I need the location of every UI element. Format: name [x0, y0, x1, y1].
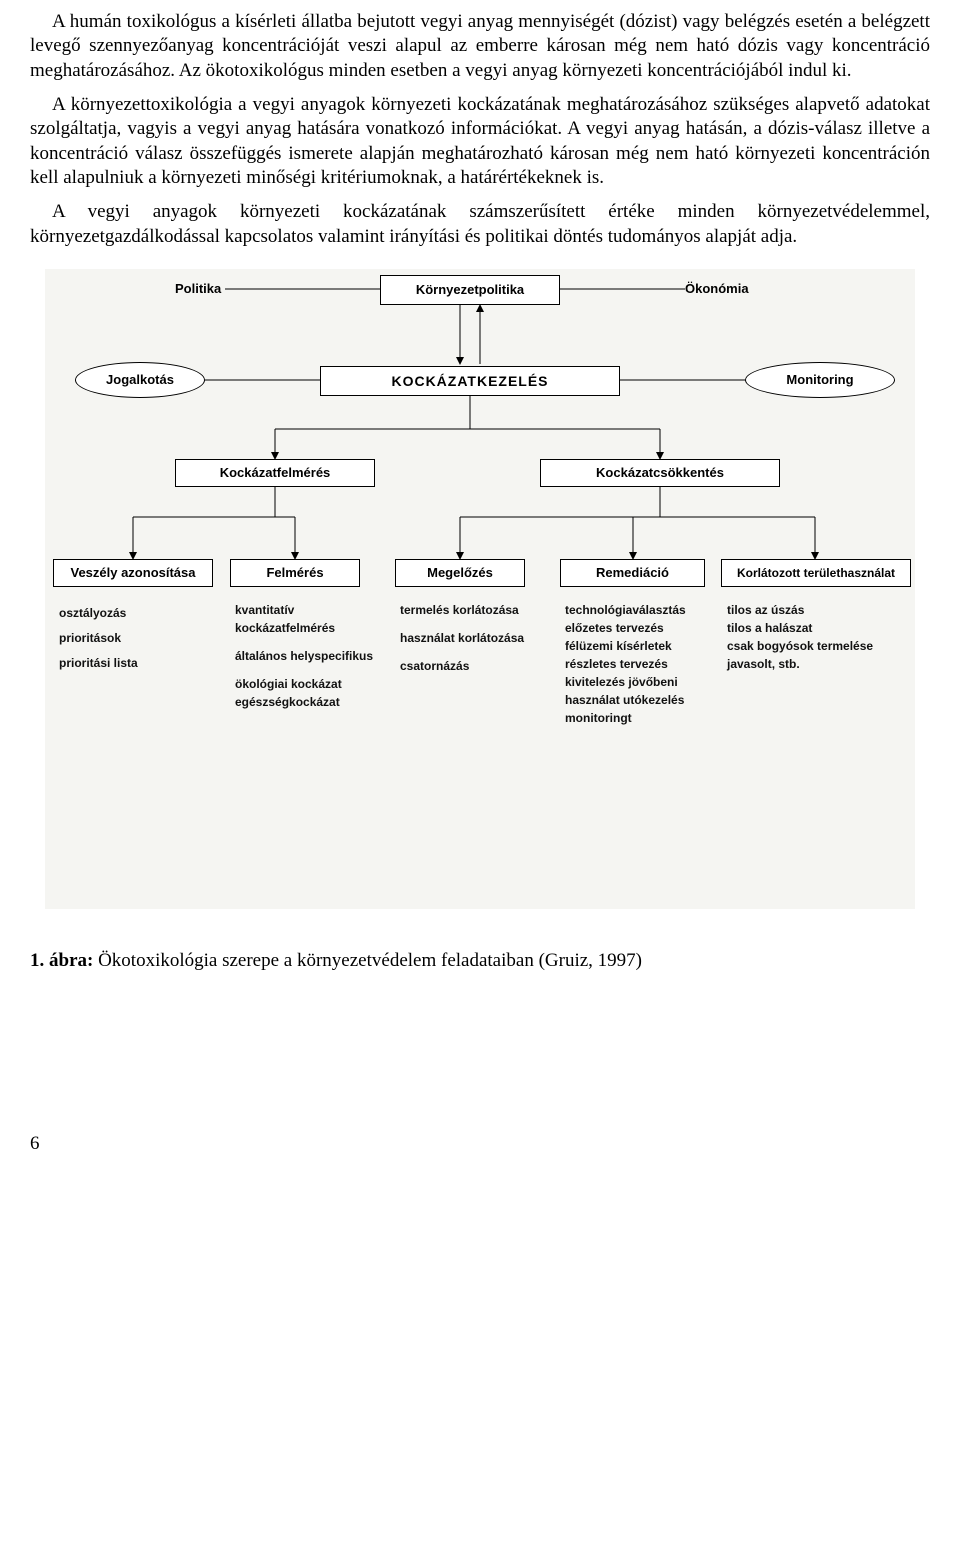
list-felmeres: kvantitatív kockázatfelmérés általános h… [235, 601, 390, 711]
node-korlatozott: Korlátozott területhasználat [721, 559, 911, 587]
caption-label: 1. ábra: [30, 950, 93, 971]
node-monitoring: Monitoring [745, 362, 895, 398]
paragraph-1: A humán toxikológus a kísérleti állatba … [30, 10, 930, 83]
list-korlatozott: tilos az úszás tilos a halászat csak bog… [727, 601, 917, 673]
node-felmeres: Felmérés [230, 559, 360, 587]
list-item: tilos az úszás [727, 601, 917, 619]
page-number: 6 [30, 1133, 930, 1155]
flowchart-diagram: Politika Ökonómia Környezetpolitika Joga… [45, 269, 915, 909]
list-item: prioritási lista [59, 651, 219, 676]
list-item: kvantitatív kockázatfelmérés [235, 601, 390, 637]
node-kockazatfelmeres: Kockázatfelmérés [175, 459, 375, 487]
list-item: csak bogyósok termelése javasolt, stb. [727, 637, 917, 673]
node-veszely: Veszély azonosítása [53, 559, 213, 587]
figure-caption: 1. ábra: Ökotoxikológia szerepe a környe… [30, 949, 930, 973]
list-item: általános helyspecifikus [235, 647, 390, 665]
node-jogalkotas: Jogalkotás [75, 362, 205, 398]
list-item: technológiaválasztás előzetes tervezés f… [565, 601, 715, 727]
node-okonomia: Ökonómia [685, 281, 749, 296]
list-item: tilos a halászat [727, 619, 917, 637]
node-kockazatcsokkentes: Kockázatcsökkentés [540, 459, 780, 487]
node-kockazatkezeles: KOCKÁZATKEZELÉS [320, 366, 620, 396]
list-item: osztályozás [59, 601, 219, 626]
paragraph-3: A vegyi anyagok környezeti kockázatának … [30, 200, 930, 249]
node-politika: Politika [175, 281, 221, 296]
node-megelozes: Megelőzés [395, 559, 525, 587]
list-item: használat korlátozása [400, 629, 540, 647]
caption-text: Ökotoxikológia szerepe a környezetvédele… [93, 950, 642, 971]
node-remediacio: Remediáció [560, 559, 705, 587]
list-item: ökológiai kockázat egészségkockázat [235, 675, 390, 711]
list-item: termelés korlátozása [400, 601, 540, 619]
list-item: prioritások [59, 626, 219, 651]
paragraph-2: A környezettoxikológia a vegyi anyagok k… [30, 93, 930, 190]
list-remediacio: technológiaválasztás előzetes tervezés f… [565, 601, 715, 727]
list-veszely: osztályozás prioritások prioritási lista [59, 601, 219, 677]
list-megelozes: termelés korlátozása használat korlátozá… [400, 601, 540, 675]
list-item: csatornázás [400, 657, 540, 675]
node-kornyezetpolitika: Környezetpolitika [380, 275, 560, 305]
